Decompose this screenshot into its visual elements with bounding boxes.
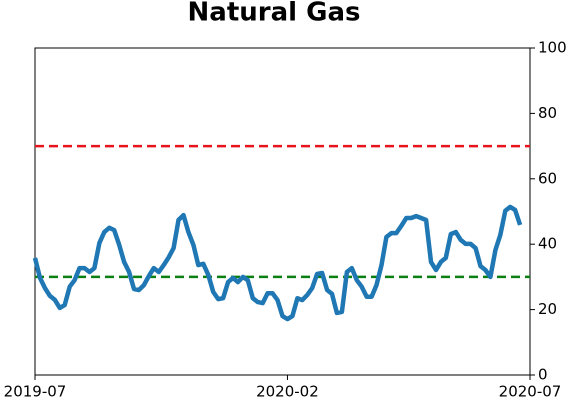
plot-frame bbox=[34, 47, 531, 376]
y-tick-label: 80 bbox=[538, 104, 557, 122]
chart-title: Natural Gas bbox=[188, 0, 361, 28]
y-tick-label: 60 bbox=[538, 169, 557, 187]
y-tick-label: 40 bbox=[538, 235, 557, 253]
data-line bbox=[32, 204, 523, 322]
y-tick-label: 20 bbox=[538, 300, 557, 318]
x-tick-label: 2020-07 bbox=[499, 383, 562, 401]
x-tick-label: 2020-02 bbox=[256, 383, 319, 401]
x-tick-label: 2019-07 bbox=[4, 383, 67, 401]
y-tick-label: 0 bbox=[538, 366, 548, 384]
y-tick-label: 100 bbox=[538, 39, 567, 57]
